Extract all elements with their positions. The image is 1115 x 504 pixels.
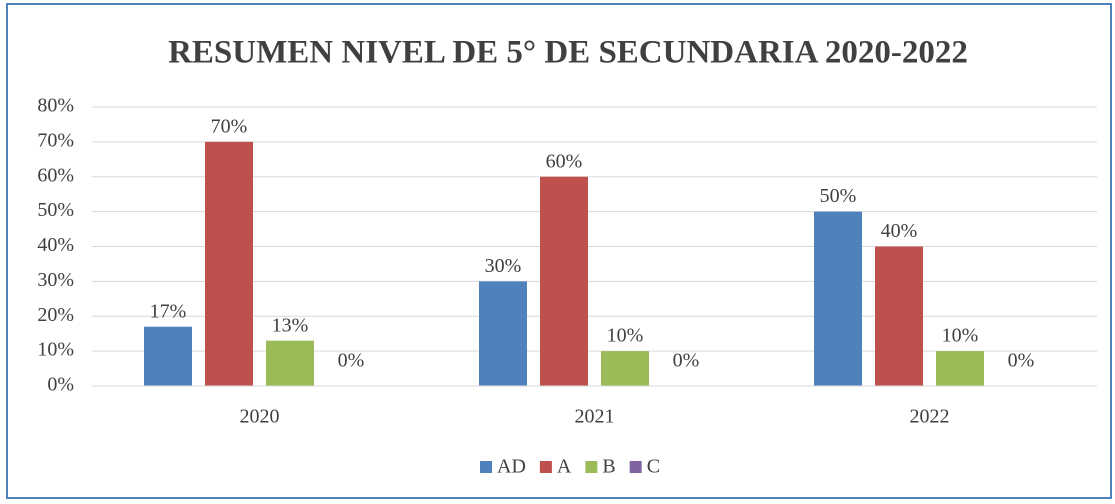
data-label: 0%	[673, 350, 700, 372]
bar	[601, 351, 649, 386]
y-tick-label: 50%	[37, 199, 74, 221]
bar	[479, 281, 527, 386]
bar	[936, 351, 984, 386]
y-tick-label: 0%	[47, 374, 74, 396]
y-tick-label: 40%	[37, 234, 74, 256]
data-label: 0%	[338, 350, 365, 372]
legend-swatch	[539, 461, 552, 473]
legend-label: AD	[497, 456, 526, 478]
data-label: 60%	[546, 150, 583, 172]
legend-label: A	[557, 456, 572, 478]
legend-swatch	[480, 461, 492, 473]
data-label: 70%	[211, 115, 248, 137]
data-label: 0%	[1008, 350, 1035, 372]
legend-swatch	[585, 461, 598, 473]
x-tick-label: 2022	[910, 406, 950, 428]
data-label: 30%	[485, 255, 522, 277]
bar	[814, 211, 862, 386]
data-label: 50%	[820, 185, 857, 207]
bar	[540, 176, 588, 386]
x-tick-label: 2021	[575, 406, 615, 428]
y-tick-label: 80%	[37, 95, 74, 117]
legend-swatch	[629, 461, 642, 473]
chart-title: RESUMEN NIVEL DE 5° DE SECUNDARIA 2020-2…	[168, 35, 968, 71]
data-label: 40%	[881, 220, 918, 242]
bar	[875, 246, 923, 386]
data-label: 13%	[272, 314, 309, 336]
bar	[144, 326, 192, 386]
data-label: 10%	[942, 325, 979, 347]
bar	[266, 340, 314, 386]
y-tick-label: 10%	[37, 339, 74, 361]
x-tick-label: 2020	[240, 406, 280, 428]
y-tick-label: 70%	[37, 129, 74, 151]
y-tick-label: 60%	[37, 164, 74, 186]
bar	[205, 141, 253, 386]
y-tick-label: 20%	[37, 304, 74, 326]
data-label: 17%	[150, 300, 187, 322]
legend-label: C	[647, 456, 660, 478]
data-label: 10%	[607, 325, 644, 347]
y-tick-label: 30%	[37, 269, 74, 291]
legend-label: B	[602, 456, 615, 478]
